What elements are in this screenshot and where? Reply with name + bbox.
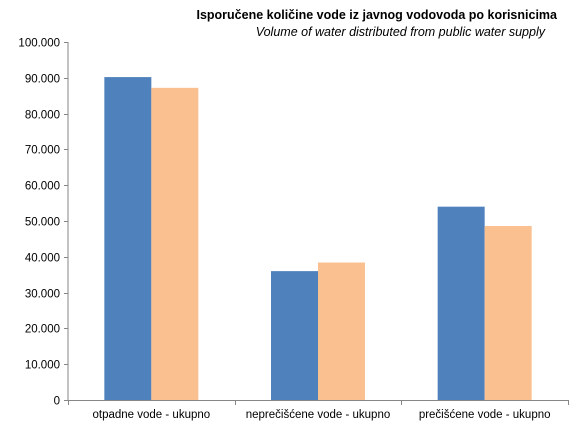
bar-series-2-2: [484, 226, 532, 400]
y-tick-label: 80.000: [25, 110, 60, 122]
bar-series-1-0: [104, 77, 152, 401]
y-tick-label: 90.000: [25, 74, 60, 86]
x-category-label: neprečišćene vode - ukupno: [246, 409, 391, 421]
bar-series-1-1: [271, 271, 318, 400]
bars: [104, 77, 532, 401]
x-axis: otpadne vode - ukupno neprečišćene vode -…: [68, 400, 569, 421]
y-tick-label: 30.000: [25, 289, 60, 301]
y-tick-label: 50.000: [25, 217, 60, 229]
x-category-label: otpadne vode - ukupno: [93, 409, 211, 421]
y-axis: 0 10.000 20.000 30.000 40.000 50.000 60.000 70.…: [18, 38, 69, 408]
y-tick-label: 70.000: [25, 145, 60, 157]
y-tick-label: 100.000: [18, 38, 60, 50]
y-tick-label: 10.000: [25, 360, 60, 372]
y-tick-label: 60.000: [25, 181, 60, 193]
chart-subtitle: Volume of water distributed from public …: [255, 25, 545, 39]
bar-series-1-2: [437, 206, 485, 400]
bar-series-2-0: [151, 87, 199, 400]
y-tick-label: 40.000: [25, 253, 60, 265]
x-category-label: prečišćene vode - ukupno: [419, 409, 551, 421]
y-tick-label: 0: [54, 396, 60, 408]
bar-series-2-1: [318, 262, 365, 400]
chart-title: Isporučene količine vode iz javnog vodov…: [196, 8, 557, 22]
y-tick-label: 20.000: [25, 324, 60, 336]
